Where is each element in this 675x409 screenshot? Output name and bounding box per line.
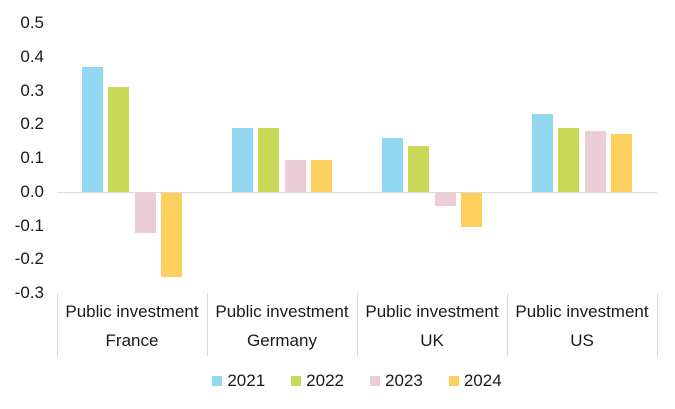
- category-label-line1: Public investment: [65, 302, 199, 321]
- legend-swatch-icon: [448, 376, 459, 386]
- bar-2022-France: [108, 87, 130, 192]
- category-divider: [207, 293, 208, 356]
- y-axis-tick-label: 0.1: [20, 148, 44, 167]
- y-axis-tick-label: 0.4: [20, 46, 44, 66]
- bar-2021-US: [531, 114, 553, 192]
- category-label-line2: UK: [420, 331, 444, 350]
- category-label-line1: Public investment: [365, 302, 499, 321]
- legend-label: 2021: [227, 371, 266, 390]
- category-label-UK: Public investment UK: [358, 297, 506, 354]
- bar-2021-Germany: [231, 127, 253, 192]
- legend-item-2022: 2022: [291, 371, 344, 391]
- y-axis-tick-label: 0.0: [20, 181, 44, 201]
- bar-2022-Germany: [258, 127, 280, 192]
- legend-item-2024: 2024: [448, 371, 502, 391]
- bar-2023-Germany: [284, 159, 306, 192]
- legend-label: 2024: [463, 371, 502, 390]
- bar-2021-France: [81, 66, 103, 192]
- legend-swatch-icon: [291, 376, 302, 386]
- legend-item-2023: 2023: [370, 371, 423, 391]
- bar-2022-US: [558, 127, 580, 192]
- bar-2022-UK: [408, 146, 430, 192]
- legend-swatch-icon: [212, 376, 223, 386]
- legend-item-2021: 2021: [212, 371, 265, 391]
- bar-2023-France: [134, 192, 156, 234]
- bar-2023-US: [584, 131, 606, 192]
- category-divider: [57, 293, 58, 356]
- category-divider: [357, 293, 358, 356]
- category-label-France: Public investment France: [58, 297, 206, 354]
- y-axis-tick-label: 0.2: [20, 114, 44, 134]
- bar-2024-UK: [461, 192, 483, 227]
- y-axis-tick-label: -0.2: [14, 249, 44, 269]
- zero-gridline: [57, 192, 657, 193]
- bar-2021-UK: [381, 137, 403, 192]
- category-label-line1: Public investment: [515, 302, 649, 321]
- bar-2023-UK: [434, 192, 456, 207]
- legend-swatch-icon: [370, 376, 380, 386]
- category-label-Germany: Public investment Germany: [208, 297, 356, 354]
- y-axis-tick-label: 0.3: [20, 80, 44, 100]
- y-axis-tick-label: 0.5: [20, 13, 44, 32]
- bar-2024-France: [161, 192, 183, 278]
- category-divider: [657, 293, 658, 356]
- legend-label: 2023: [385, 371, 423, 390]
- y-axis-tick-label: -0.3: [14, 283, 44, 302]
- category-label-line2: US: [570, 331, 594, 350]
- bar-2024-US: [611, 134, 633, 192]
- category-label-US: Public investment US: [508, 297, 656, 354]
- legend: 2021 2022 2023 2024: [57, 369, 657, 393]
- category-divider: [507, 293, 508, 356]
- bar-2024-Germany: [311, 159, 333, 192]
- legend-label: 2022: [306, 371, 344, 390]
- category-label-line1: Public investment: [215, 302, 349, 321]
- category-label-line2: France: [105, 331, 159, 350]
- y-axis-tick-label: -0.1: [14, 215, 44, 235]
- category-label-line2: Germany: [247, 331, 317, 350]
